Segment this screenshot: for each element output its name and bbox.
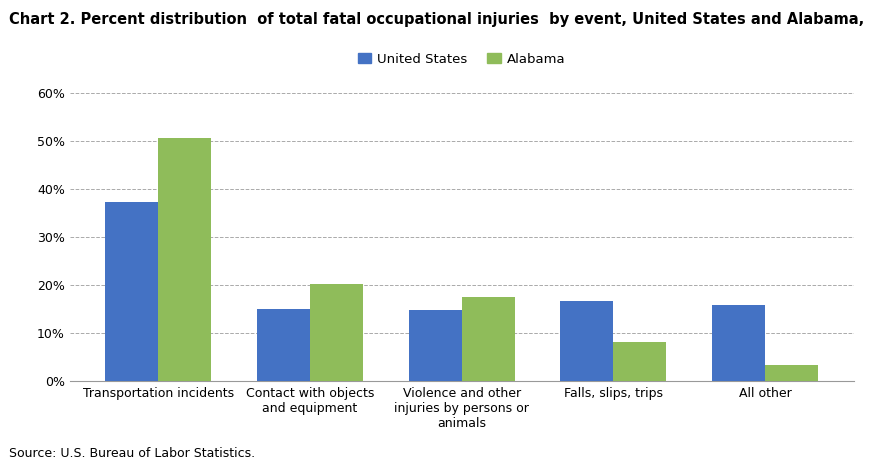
- Text: Chart 2. Percent distribution  of total fatal occupational injuries  by event, U: Chart 2. Percent distribution of total f…: [9, 12, 871, 27]
- Bar: [408, 310, 462, 381]
- Bar: [765, 365, 818, 381]
- Bar: [462, 297, 515, 381]
- Bar: [159, 138, 212, 381]
- Bar: [613, 342, 666, 381]
- Bar: [257, 309, 310, 381]
- Text: Source: U.S. Bureau of Labor Statistics.: Source: U.S. Bureau of Labor Statistics.: [9, 447, 255, 460]
- Bar: [712, 305, 765, 381]
- Legend: United States, Alabama: United States, Alabama: [352, 48, 571, 71]
- Bar: [560, 300, 613, 381]
- Bar: [105, 202, 159, 381]
- Bar: [310, 284, 363, 381]
